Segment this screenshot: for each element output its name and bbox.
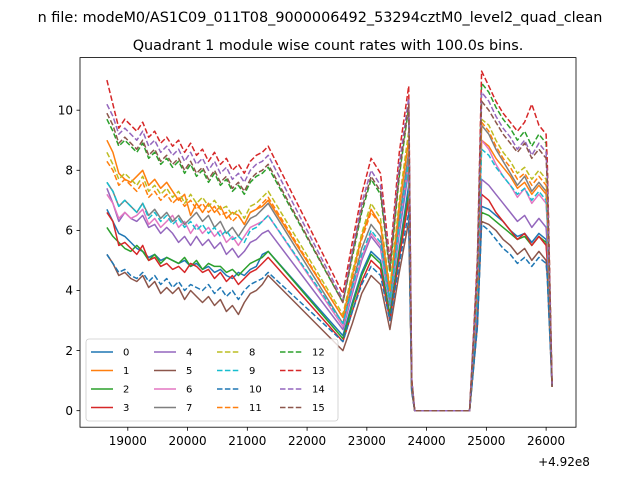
x-tick-label: 20000 — [168, 434, 206, 448]
axes-frame — [79, 57, 577, 428]
x-offset-label: +4.92e8 — [538, 455, 590, 469]
legend-label-14: 14 — [312, 385, 325, 396]
chart-title: Quadrant 1 module wise count rates with … — [133, 38, 524, 54]
x-tick-label: 26000 — [527, 434, 565, 448]
series-line-12 — [106, 82, 553, 412]
series-line-6 — [106, 139, 553, 412]
legend-label-8: 8 — [249, 348, 255, 359]
legend-label-1: 1 — [123, 366, 129, 377]
x-tick-label: 22000 — [288, 434, 326, 448]
legend-box — [85, 338, 339, 422]
legend-label-10: 10 — [249, 385, 262, 396]
x-tick-label: 23000 — [348, 434, 386, 448]
series-line-5 — [106, 220, 553, 412]
y-axis: 0 2 4 6 8 10 — [58, 103, 80, 418]
series-line-15 — [106, 100, 553, 412]
series-line-9 — [106, 148, 553, 412]
legend-label-3: 3 — [123, 403, 129, 414]
x-axis: 19000 20000 21000 22000 23000 24000 25000 26000 — [109, 427, 565, 448]
series-line-0 — [106, 184, 553, 412]
legend-label-12: 12 — [312, 348, 325, 359]
x-tick-label: 25000 — [467, 434, 505, 448]
series-line-11 — [106, 121, 553, 412]
series-line-8 — [106, 118, 553, 412]
legend-label-15: 15 — [312, 403, 325, 414]
y-tick-label: 6 — [65, 224, 73, 238]
series-line-10 — [106, 211, 553, 412]
series-line-3 — [106, 193, 553, 412]
series-line-2 — [106, 193, 553, 412]
legend-label-13: 13 — [312, 366, 325, 377]
legend-label-11: 11 — [249, 403, 262, 414]
y-tick-label: 0 — [65, 404, 73, 418]
series-line-13 — [106, 70, 553, 412]
figure-suptitle: n file: modeM0/AS1C09_011T08_9000006492_… — [38, 10, 603, 26]
x-tick-label: 19000 — [109, 434, 147, 448]
series-line-4 — [106, 169, 553, 412]
legend-label-6: 6 — [186, 385, 192, 396]
series-layer — [106, 70, 553, 412]
legend-label-4: 4 — [186, 348, 192, 359]
y-tick-label: 2 — [65, 344, 73, 358]
series-line-14 — [106, 91, 553, 412]
y-tick-label: 10 — [58, 103, 73, 117]
y-tick-label: 8 — [65, 163, 73, 177]
y-tick-label: 4 — [65, 284, 73, 298]
legend-label-9: 9 — [249, 366, 255, 377]
series-line-1 — [106, 139, 553, 412]
legend-label-7: 7 — [186, 403, 192, 414]
legend-label-2: 2 — [123, 385, 129, 396]
series-line-7 — [106, 124, 553, 412]
x-tick-label: 24000 — [408, 434, 446, 448]
legend-label-0: 0 — [123, 348, 129, 359]
x-tick-label: 21000 — [228, 434, 266, 448]
legend-label-5: 5 — [186, 366, 192, 377]
